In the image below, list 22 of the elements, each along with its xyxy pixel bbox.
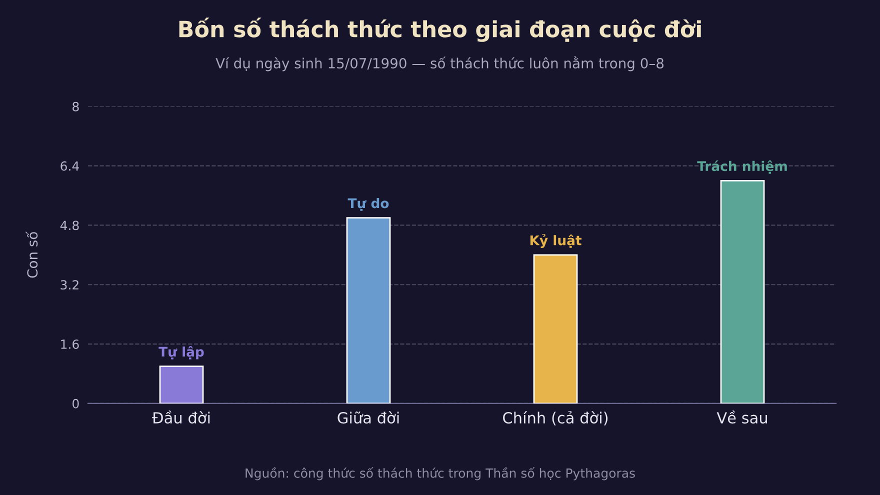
x-tick-label: Chính (cả đời) <box>503 410 608 426</box>
y-tick-label: 0 <box>72 398 79 408</box>
y-tick-label: 4.8 <box>60 220 79 230</box>
x-tick-label: Đầu đời <box>152 410 210 424</box>
annotation: Kỷ luật <box>530 234 582 248</box>
y-tick-label: 8 <box>72 102 79 112</box>
y-tick-label: 1.6 <box>61 339 79 349</box>
bar <box>346 217 391 404</box>
x-tick-label: Giữa đời <box>338 411 399 424</box>
y-tick-label: 3.2 <box>60 280 78 290</box>
chart-subtitle: Ví dụ ngày sinh 15/07/1990 — số thách thức luôn nằm trong 0–8 <box>216 56 664 72</box>
annotation: Trách nhiệm <box>697 160 787 174</box>
annotation: Tự do <box>348 198 389 211</box>
x-tick-label: Về sau <box>716 410 767 424</box>
annotation: Tự lập <box>158 346 204 360</box>
bar <box>720 180 765 404</box>
text: Nguồn: công thức số thách thức trong Thần số học Pythagoras <box>246 467 635 480</box>
bar <box>159 366 204 404</box>
chart-title: Bốn số thách thức theo giai đoạn cuộc đời <box>179 18 701 42</box>
y-tick-label: 6.4 <box>60 161 79 171</box>
bar <box>533 254 578 404</box>
y-axis-title: Con số <box>26 232 38 278</box>
